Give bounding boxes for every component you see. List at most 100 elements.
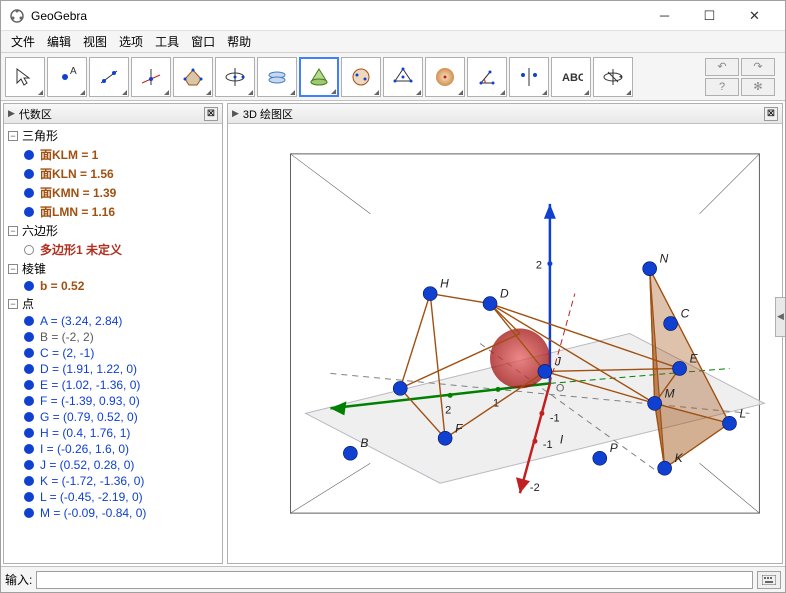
svg-text:B: B xyxy=(360,436,368,450)
view3d-canvas[interactable]: 221-1-1-2OHDNCJEMBFPKLI xyxy=(228,124,782,563)
visibility-dot-icon[interactable] xyxy=(24,348,34,358)
side-expand-tab[interactable]: ◀ xyxy=(775,297,785,337)
visibility-dot-icon[interactable] xyxy=(24,444,34,454)
expand-icon: − xyxy=(8,264,18,274)
algebra-item-text: C = (2, -1) xyxy=(40,346,94,360)
tool-intersect-surfaces[interactable] xyxy=(257,57,297,97)
tool-sphere[interactable] xyxy=(341,57,381,97)
menu-help[interactable]: 帮助 xyxy=(221,31,257,52)
help-button[interactable]: ? xyxy=(705,78,739,96)
tool-cone[interactable] xyxy=(299,57,339,97)
visibility-dot-icon[interactable] xyxy=(24,245,34,255)
algebra-item[interactable]: 面KLN = 1.56 xyxy=(4,164,222,183)
algebra-item[interactable]: b = 0.52 xyxy=(4,278,222,294)
visibility-dot-icon[interactable] xyxy=(24,396,34,406)
algebra-item-text: H = (0.4, 1.76, 1) xyxy=(40,426,130,440)
view3d-panel-close[interactable]: ⊠ xyxy=(764,107,778,121)
menu-file[interactable]: 文件 xyxy=(5,31,41,52)
visibility-dot-icon[interactable] xyxy=(24,207,34,217)
algebra-group[interactable]: −六边形 xyxy=(4,221,222,240)
keyboard-button[interactable] xyxy=(757,571,781,589)
view3d-panel-header[interactable]: ▶ 3D 绘图区 ⊠ xyxy=(228,104,782,124)
svg-text:P: P xyxy=(610,441,618,455)
input-label: 输入: xyxy=(5,571,32,588)
algebra-group[interactable]: −棱锥 xyxy=(4,259,222,278)
tool-plane-3points[interactable] xyxy=(383,57,423,97)
algebra-item[interactable]: M = (-0.09, -0.84, 0) xyxy=(4,505,222,521)
tool-circle-axis[interactable] xyxy=(215,57,255,97)
visibility-dot-icon[interactable] xyxy=(24,332,34,342)
visibility-dot-icon[interactable] xyxy=(24,460,34,470)
visibility-dot-icon[interactable] xyxy=(24,492,34,502)
algebra-panel-header[interactable]: ▶ 代数区 ⊠ xyxy=(4,104,222,124)
tool-sphere-radial[interactable] xyxy=(425,57,465,97)
svg-text:2: 2 xyxy=(445,404,451,416)
toolbar: A ABC ↶ ↷ ? ✻ xyxy=(1,53,785,101)
settings-button[interactable]: ✻ xyxy=(741,78,775,96)
tool-line[interactable] xyxy=(89,57,129,97)
menu-view[interactable]: 视图 xyxy=(77,31,113,52)
visibility-dot-icon[interactable] xyxy=(24,169,34,179)
svg-text:2: 2 xyxy=(536,260,542,272)
algebra-item[interactable]: 多边形1 未定义 xyxy=(4,240,222,259)
algebra-item[interactable]: E = (1.02, -1.36, 0) xyxy=(4,377,222,393)
svg-text:N: N xyxy=(660,252,669,266)
tool-angle[interactable] xyxy=(467,57,507,97)
tool-polygon[interactable] xyxy=(173,57,213,97)
tool-text[interactable]: ABC xyxy=(551,57,591,97)
redo-button[interactable]: ↷ xyxy=(741,58,775,76)
visibility-dot-icon[interactable] xyxy=(24,380,34,390)
tool-rotate-view[interactable] xyxy=(593,57,633,97)
visibility-dot-icon[interactable] xyxy=(24,281,34,291)
algebra-item[interactable]: C = (2, -1) xyxy=(4,345,222,361)
visibility-dot-icon[interactable] xyxy=(24,364,34,374)
group-label: 棱锥 xyxy=(22,260,46,277)
visibility-dot-icon[interactable] xyxy=(24,150,34,160)
view3d-panel-title: 3D 绘图区 xyxy=(243,106,293,122)
maximize-button[interactable]: ☐ xyxy=(687,1,732,31)
algebra-item[interactable]: K = (-1.72, -1.36, 0) xyxy=(4,473,222,489)
svg-text:K: K xyxy=(675,451,684,465)
close-button[interactable]: ✕ xyxy=(732,1,777,31)
visibility-dot-icon[interactable] xyxy=(24,412,34,422)
undo-button[interactable]: ↶ xyxy=(705,58,739,76)
command-input[interactable] xyxy=(36,571,753,589)
algebra-panel: ▶ 代数区 ⊠ −三角形面KLM = 1面KLN = 1.56面KMN = 1.… xyxy=(3,103,223,564)
algebra-item[interactable]: L = (-0.45, -2.19, 0) xyxy=(4,489,222,505)
algebra-item[interactable]: 面LMN = 1.16 xyxy=(4,202,222,221)
algebra-tree[interactable]: −三角形面KLM = 1面KLN = 1.56面KMN = 1.39面LMN =… xyxy=(4,124,222,563)
algebra-item[interactable]: 面KMN = 1.39 xyxy=(4,183,222,202)
algebra-group[interactable]: −点 xyxy=(4,294,222,313)
algebra-item[interactable]: I = (-0.26, 1.6, 0) xyxy=(4,441,222,457)
svg-text:ABC: ABC xyxy=(562,72,583,84)
group-label: 三角形 xyxy=(22,127,58,144)
algebra-item[interactable]: H = (0.4, 1.76, 1) xyxy=(4,425,222,441)
minimize-button[interactable]: ─ xyxy=(642,1,687,31)
tool-move[interactable] xyxy=(5,57,45,97)
tool-point[interactable]: A xyxy=(47,57,87,97)
algebra-item[interactable]: B = (-2, 2) xyxy=(4,329,222,345)
algebra-item[interactable]: F = (-1.39, 0.93, 0) xyxy=(4,393,222,409)
algebra-item[interactable]: A = (3.24, 2.84) xyxy=(4,313,222,329)
workspace: ▶ 代数区 ⊠ −三角形面KLM = 1面KLN = 1.56面KMN = 1.… xyxy=(1,101,785,566)
algebra-item-text: 面KLM = 1 xyxy=(40,146,98,163)
menu-window[interactable]: 窗口 xyxy=(185,31,221,52)
svg-text:-2: -2 xyxy=(530,482,540,494)
visibility-dot-icon[interactable] xyxy=(24,428,34,438)
svg-text:H: H xyxy=(440,277,449,291)
algebra-item[interactable]: D = (1.91, 1.22, 0) xyxy=(4,361,222,377)
algebra-item[interactable]: 面KLM = 1 xyxy=(4,145,222,164)
algebra-item[interactable]: J = (0.52, 0.28, 0) xyxy=(4,457,222,473)
visibility-dot-icon[interactable] xyxy=(24,316,34,326)
algebra-item[interactable]: G = (0.79, 0.52, 0) xyxy=(4,409,222,425)
menu-options[interactable]: 选项 xyxy=(113,31,149,52)
visibility-dot-icon[interactable] xyxy=(24,476,34,486)
visibility-dot-icon[interactable] xyxy=(24,188,34,198)
algebra-panel-close[interactable]: ⊠ xyxy=(204,107,218,121)
tool-reflect[interactable] xyxy=(509,57,549,97)
algebra-group[interactable]: −三角形 xyxy=(4,126,222,145)
visibility-dot-icon[interactable] xyxy=(24,508,34,518)
menu-edit[interactable]: 编辑 xyxy=(41,31,77,52)
menu-tools[interactable]: 工具 xyxy=(149,31,185,52)
tool-perpendicular[interactable] xyxy=(131,57,171,97)
